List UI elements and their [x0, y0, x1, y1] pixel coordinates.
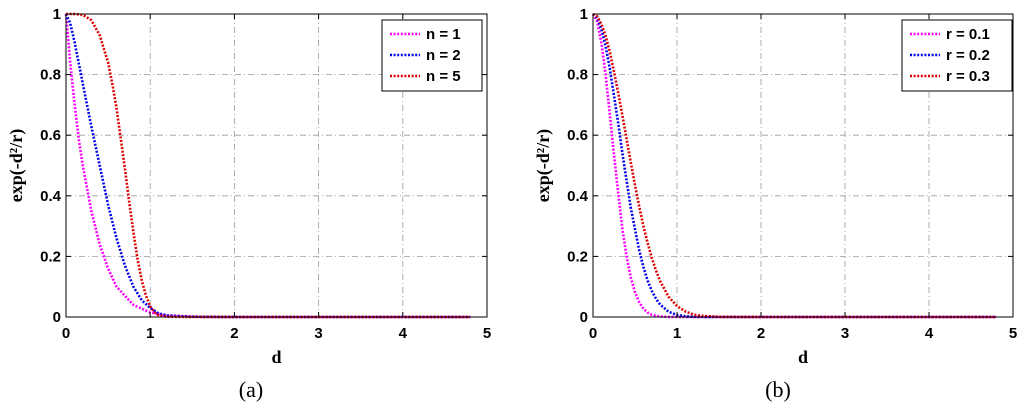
- plot-area-frame: [65, 13, 488, 318]
- y-tick-label: 0.2: [40, 248, 61, 265]
- legend-entry: r = 0.1: [946, 26, 990, 43]
- y-axis-label: exp(-d²/r): [6, 129, 27, 202]
- y-tick-label: 0.6: [567, 127, 588, 144]
- x-axis-label: d: [271, 347, 281, 367]
- x-axis-label: d: [798, 347, 808, 367]
- y-tick-label: 0.8: [567, 67, 588, 84]
- y-tick-label: 0.6: [40, 127, 61, 144]
- x-tick-label: 4: [399, 325, 408, 342]
- y-tick-label: 0: [53, 309, 61, 326]
- legend-entry: n = 5: [426, 68, 461, 85]
- legend-entry: n = 2: [426, 47, 461, 64]
- x-tick-label: 2: [230, 325, 238, 342]
- series-line-2: [592, 13, 997, 319]
- y-tick-label: 0.2: [567, 248, 588, 265]
- x-tick-label: 5: [1009, 325, 1017, 342]
- panel-label: (b): [765, 377, 791, 402]
- x-tick-label: 3: [314, 325, 322, 342]
- legend-box: [901, 19, 1013, 92]
- legend-entry: r = 0.3: [946, 68, 990, 85]
- x-tick-label: 0: [62, 325, 70, 342]
- y-tick-label: 1: [580, 6, 588, 23]
- x-tick-label: 1: [146, 325, 154, 342]
- series-line-3: [66, 12, 471, 319]
- legend-entry: r = 0.2: [946, 47, 990, 64]
- chart-panel-b: 0 1 2 3 4 5 0 0.2 0.4 0.6 0.8 1 d exp(-d²/r) (b) r = 0.…: [533, 6, 1017, 402]
- series-line-2: [64, 13, 471, 319]
- x-tick-label: 0: [589, 325, 597, 342]
- x-tick-label: 2: [757, 325, 765, 342]
- y-tick-label: 1: [53, 6, 61, 23]
- y-tick-label: 0.4: [40, 188, 62, 205]
- y-axis-label: exp(-d²/r): [533, 129, 554, 202]
- legend-entry: n = 1: [426, 26, 461, 43]
- x-tick-label: 4: [925, 325, 934, 342]
- x-tick-label: 3: [841, 325, 849, 342]
- y-tick-label: 0.4: [567, 188, 589, 205]
- x-tick-label: 1: [673, 325, 681, 342]
- y-tick-label: 0.8: [40, 67, 61, 84]
- y-tick-label: 0: [580, 309, 588, 326]
- chart-panel-a: 0 1 2 3 4 5 0 0.2 0.4 0.6 0.8 1 d exp(-d²/r) (a) n = 1 n…: [6, 6, 491, 402]
- series-line-1: [64, 13, 471, 319]
- plot-area-frame: [592, 13, 1014, 318]
- x-tick-label: 5: [483, 325, 491, 342]
- panel-label: (a): [239, 377, 263, 402]
